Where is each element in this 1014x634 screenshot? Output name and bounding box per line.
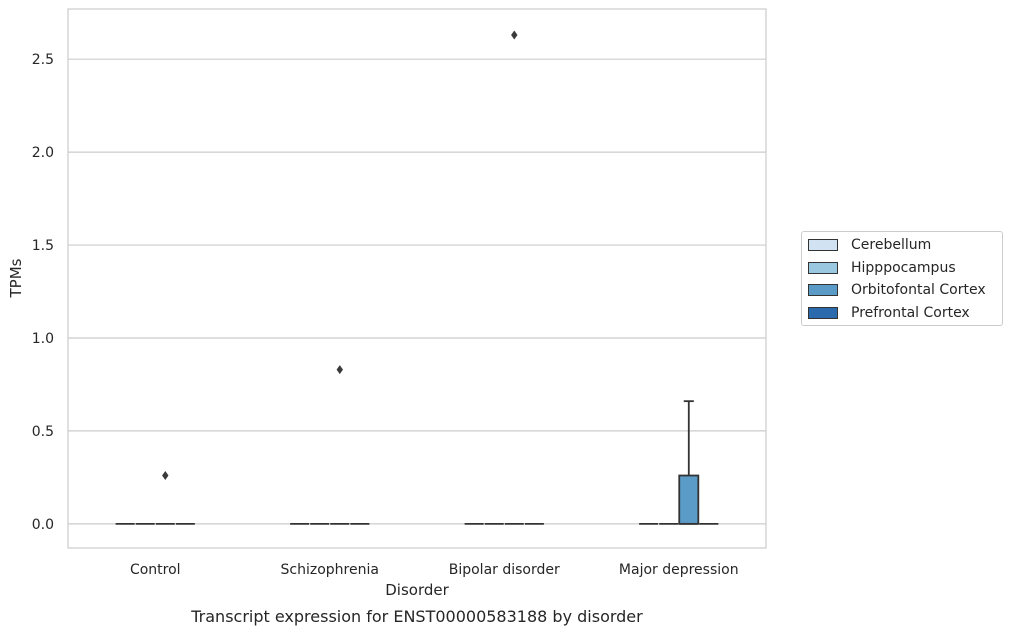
chart-caption: Transcript expression for ENST0000058318…	[190, 607, 643, 626]
legend-item: Hipppocampus	[808, 258, 956, 278]
x-tick-labels: Control Schizophrenia Bipolar disorder Majo…	[130, 562, 739, 578]
legend-label: Cerebellum	[851, 237, 932, 253]
legend-label: Hipppocampus	[851, 259, 956, 276]
legend-label: Prefrontal Cortex	[851, 304, 970, 321]
y-tick-label: 1.5	[32, 238, 54, 254]
legend-item: Cerebellum	[808, 235, 931, 255]
outlier-marker	[511, 30, 518, 40]
legend: Cerebellum Hipppocampus Orbitofontal Corte…	[801, 231, 1003, 326]
x-tick-label: Major depression	[619, 562, 739, 578]
plot-area	[67, 8, 767, 549]
outlier-marker	[162, 471, 169, 481]
y-axis-label: TPMs	[7, 258, 25, 298]
box-orbitofontal-cortex	[678, 400, 700, 525]
legend-swatch	[808, 239, 838, 251]
legend-item: Prefrontal Cortex	[808, 303, 970, 323]
legend-item: Orbitofontal Cortex	[808, 280, 986, 300]
y-tick-labels: 0.0 0.5 1.0 1.5 2.0 2.5	[32, 52, 54, 533]
x-tick-label: Bipolar disorder	[449, 562, 560, 578]
box-series	[115, 400, 719, 525]
legend-swatch	[808, 306, 838, 319]
legend-label: Orbitofontal Cortex	[851, 282, 986, 298]
outlier-marker	[336, 365, 343, 375]
y-tick-label: 0.0	[32, 517, 54, 533]
y-tick-label: 0.5	[32, 424, 54, 440]
legend-swatch	[808, 284, 838, 296]
outlier-markers	[162, 30, 518, 481]
x-axis-label: Disorder	[385, 581, 449, 599]
x-tick-label: Schizophrenia	[281, 562, 379, 578]
x-tick-label: Control	[130, 562, 181, 578]
y-tick-label: 2.5	[32, 52, 54, 68]
y-tick-label: 1.0	[32, 331, 54, 347]
legend-swatch	[808, 261, 838, 274]
y-tick-label: 2.0	[32, 145, 54, 161]
